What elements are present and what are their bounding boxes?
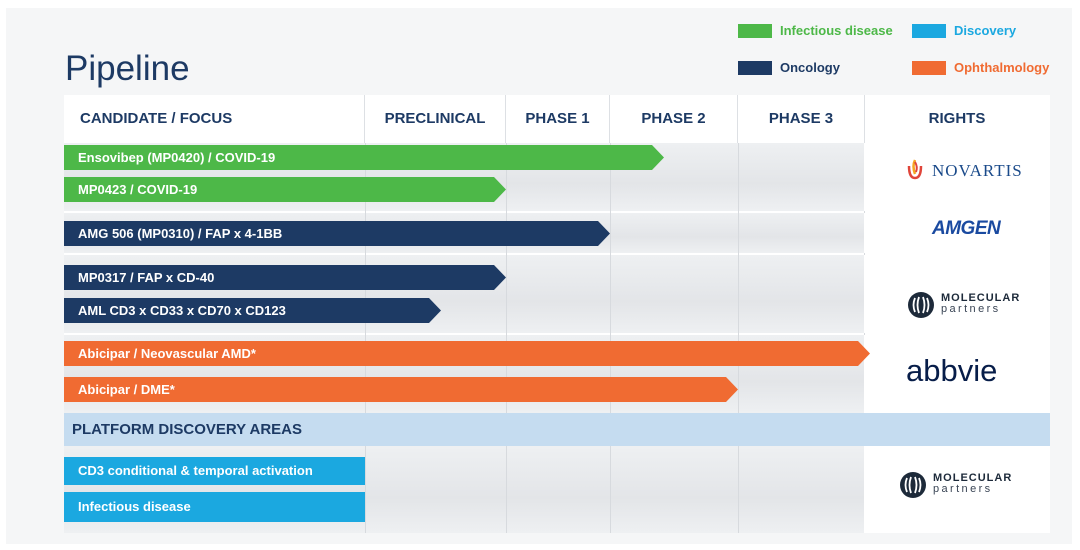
program-bar-ensovibep: Ensovibep (MP0420) / COVID-19 [64,145,664,170]
molecular-partners-icon [908,292,934,318]
grid-line [506,143,507,533]
abbvie-logo: abbvie [906,353,998,388]
novartis-flame-icon [907,159,923,180]
platform-discovery-header: PLATFORM DISCOVERY AREAS [64,413,1050,446]
legend-label: Oncology [780,60,840,75]
rights-cell-abbvie [864,335,1050,413]
mp-line1: MOLECULAR [941,292,1021,304]
molecular-partners-wordmark: MOLECULAR partners [933,473,1012,495]
discovery-bar-cd3: CD3 conditional & temporal activation [64,457,365,485]
header-preclinical: PRECLINICAL [365,95,506,143]
header-phase2: PHASE 2 [610,95,738,143]
grid-line [738,143,739,533]
program-bar-mp0317: MP0317 / FAP x CD-40 [64,265,506,290]
header-phase1: PHASE 1 [506,95,610,143]
rights-cell-mp [864,255,1050,333]
molecular-partners-icon [900,472,926,498]
amgen-logo: AMGEN [932,218,1001,239]
mp-line1: MOLECULAR [933,472,1013,484]
legend-label: Ophthalmology [954,60,1050,75]
header-phase3: PHASE 3 [738,95,865,143]
rights-cell-mp-2 [864,446,1050,533]
program-bar-abicipar-dme: Abicipar / DME* [64,377,738,402]
molecular-partners-logo: MOLECULAR partners [907,291,1037,319]
program-bar-aml: AML CD3 x CD33 x CD70 x CD123 [64,298,441,323]
program-bar-abicipar-amd: Abicipar / Neovascular AMD* [64,341,870,366]
page-title: Pipeline [65,49,190,88]
mp-line2: partners [933,483,993,495]
legend-label: Infectious disease [780,23,893,38]
mp-line2: partners [941,303,1001,315]
header-rights: RIGHTS [928,110,986,127]
legend-swatch [912,24,946,38]
legend-swatch [738,61,772,75]
molecular-partners-logo-2: MOLECULAR partners [899,471,1029,499]
program-bar-mp0423: MP0423 / COVID-19 [64,177,506,202]
rights-cell-amgen [864,213,1050,253]
program-bar-amg506: AMG 506 (MP0310) / FAP x 4-1BB [64,221,610,246]
molecular-partners-wordmark: MOLECULAR partners [941,293,1020,315]
rights-cell-novartis [864,143,1050,211]
novartis-logo: NOVARTIS [906,158,1036,182]
header-candidate: CANDIDATE / FOCUS [64,95,365,143]
legend-swatch [738,24,772,38]
legend-label: Discovery [954,23,1017,38]
discovery-bar-infectious: Infectious disease [64,492,365,522]
grid-line [610,143,611,533]
pipeline-table: CANDIDATE / FOCUS PRECLINICAL PHASE 1 PH… [64,95,1050,533]
grid-line [365,143,366,533]
novartis-wordmark: NOVARTIS [932,161,1023,180]
legend-swatch [912,61,946,75]
